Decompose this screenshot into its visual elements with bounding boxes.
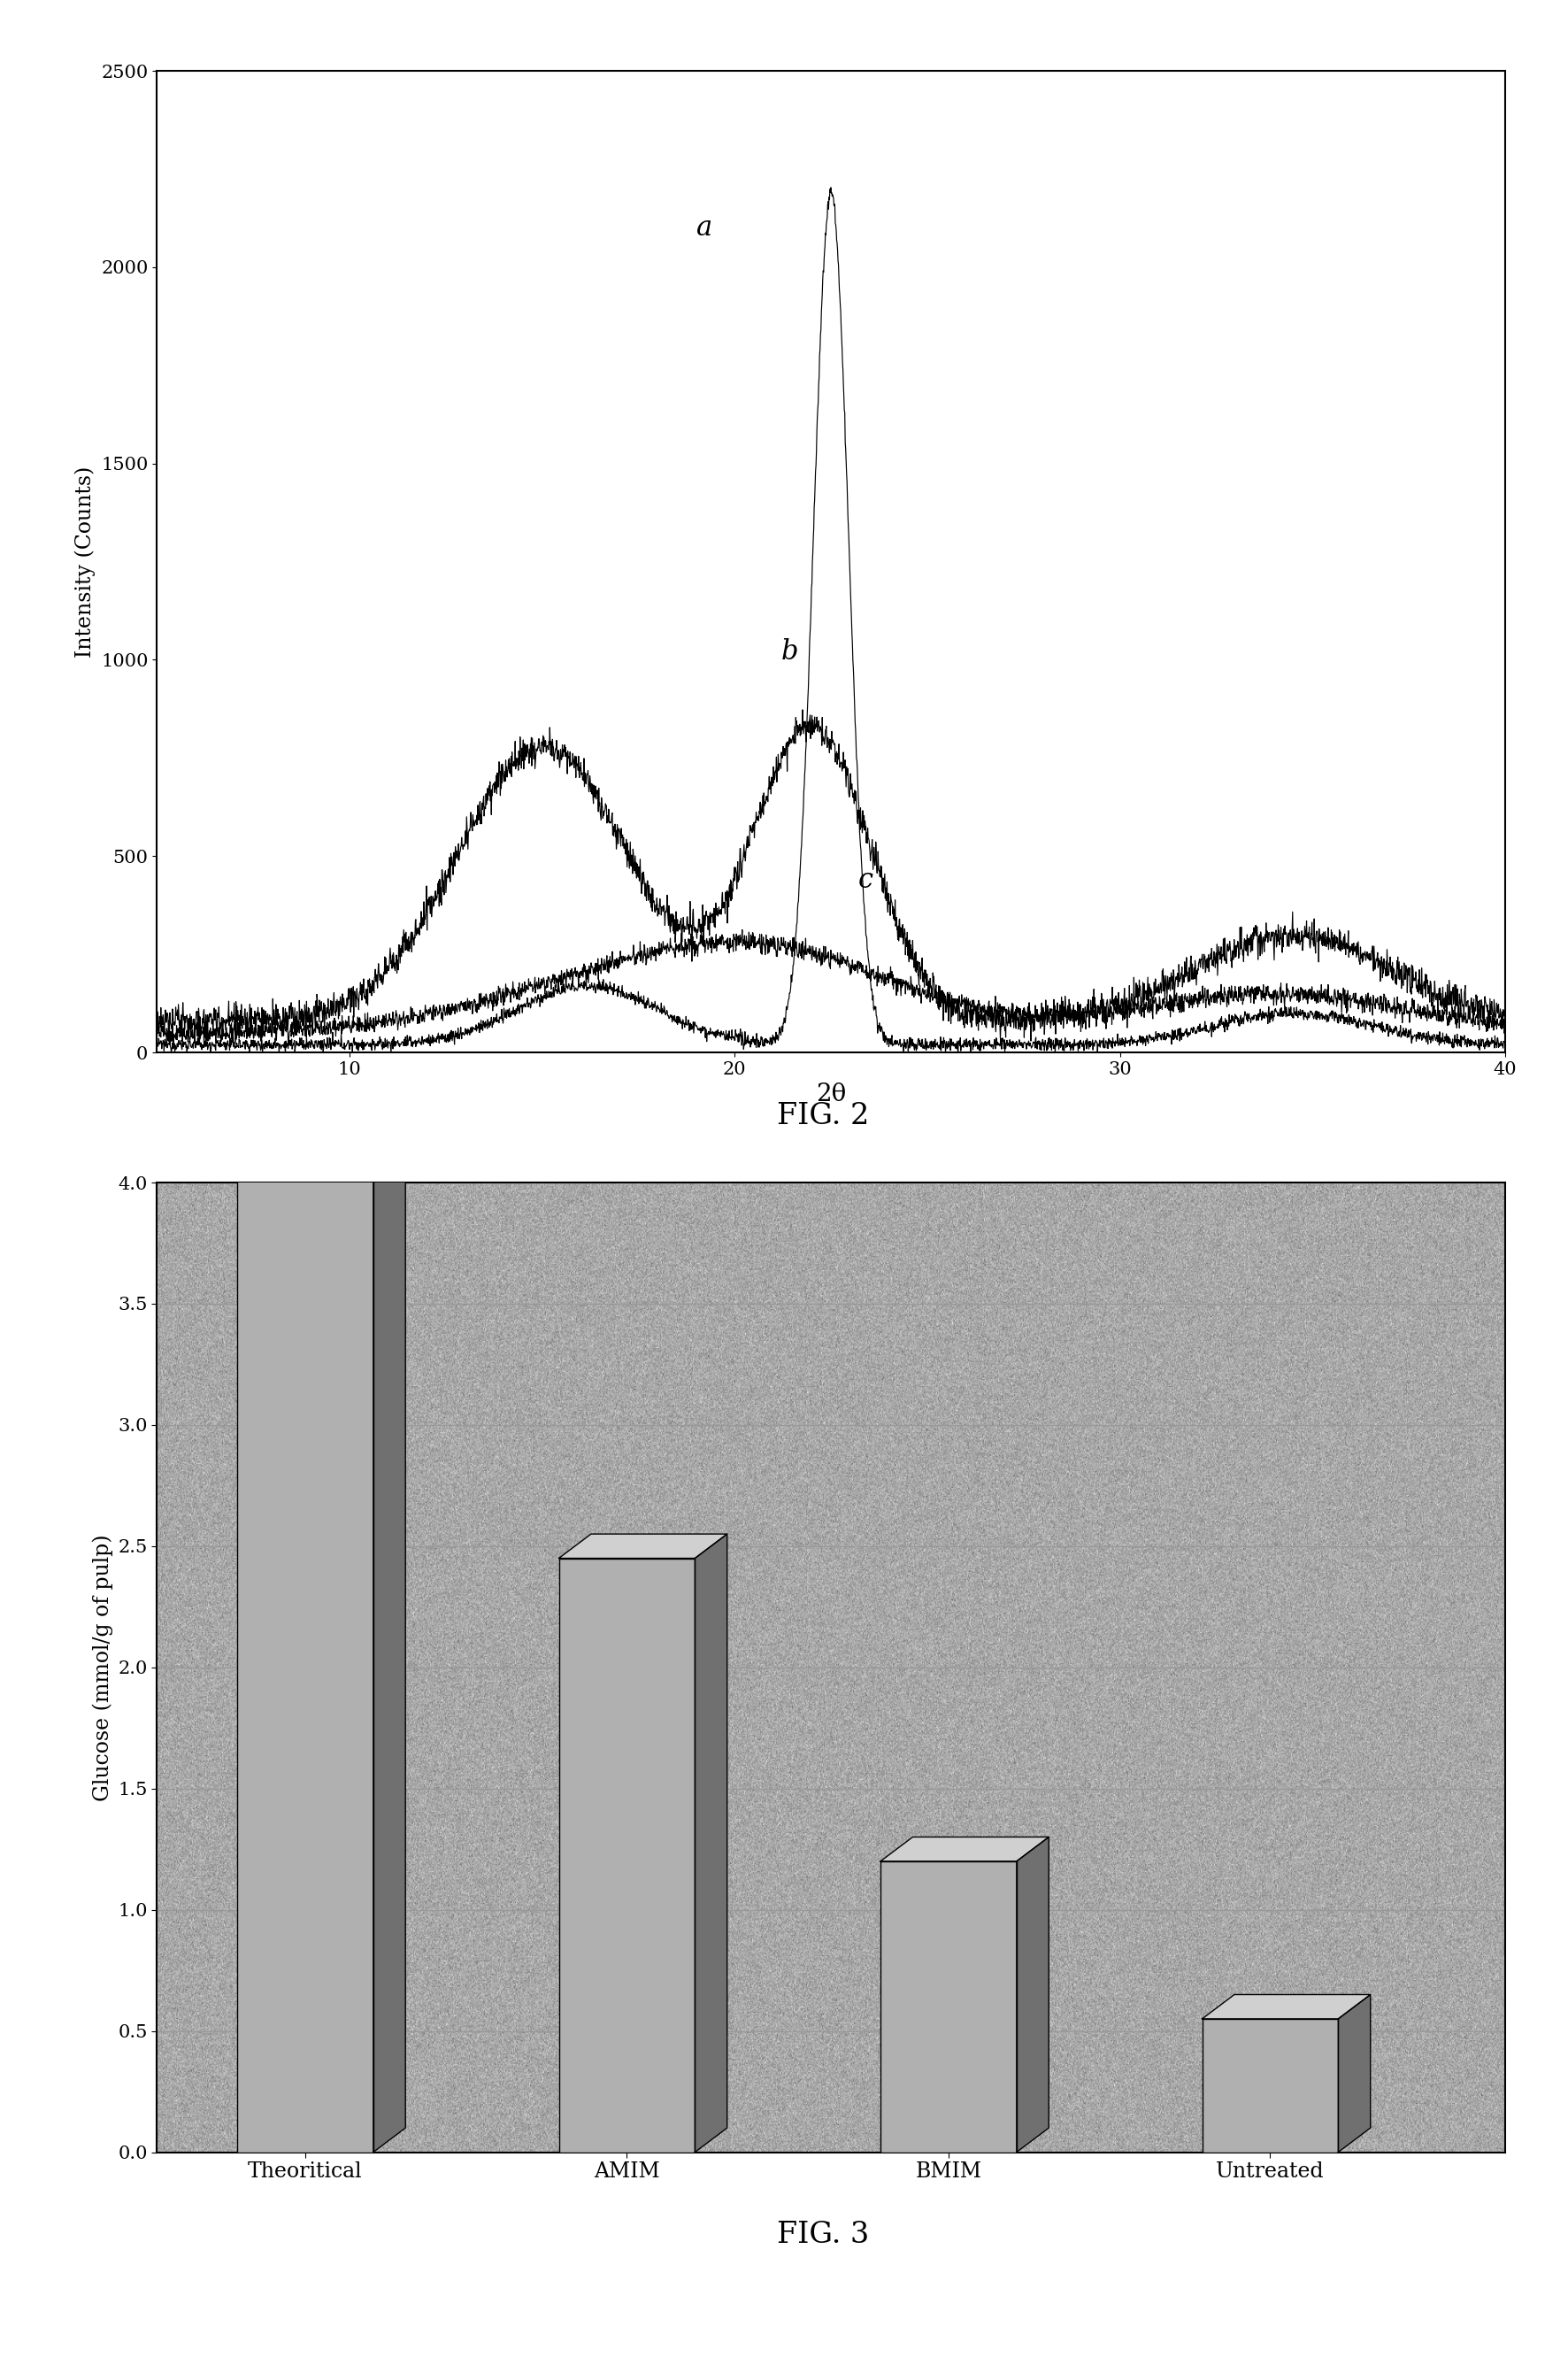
Text: a: a [696,215,712,241]
Polygon shape [373,1147,406,2152]
Polygon shape [1203,1994,1370,2020]
Polygon shape [237,1147,406,1171]
Text: FIG. 3: FIG. 3 [778,2221,869,2249]
Polygon shape [237,1171,373,2152]
Text: FIG. 2: FIG. 2 [778,1102,869,1130]
Polygon shape [558,1535,728,1559]
Polygon shape [558,1559,695,2152]
Polygon shape [881,1861,1016,2152]
Polygon shape [695,1535,728,2152]
Text: b: b [781,639,798,667]
Y-axis label: Intensity (Counts): Intensity (Counts) [75,466,96,657]
Polygon shape [1338,1994,1370,2152]
Polygon shape [881,1838,1049,1861]
Y-axis label: Glucose (mmol/g of pulp): Glucose (mmol/g of pulp) [93,1535,113,1800]
X-axis label: 2θ: 2θ [815,1083,847,1107]
Polygon shape [1016,1838,1049,2152]
Text: c: c [858,866,873,894]
Polygon shape [1203,2020,1338,2152]
